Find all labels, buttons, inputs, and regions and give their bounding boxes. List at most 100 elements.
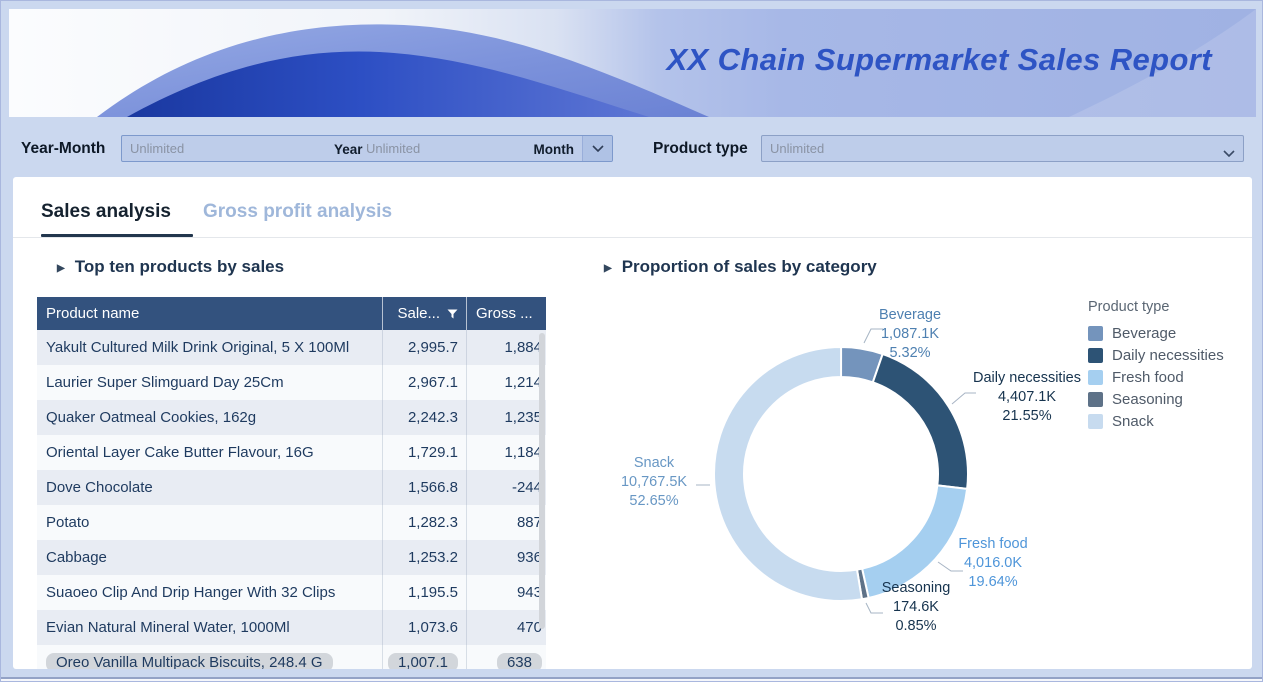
- slice-label-snack: Snack 10,767.5K 52.65%: [621, 455, 687, 509]
- table-cell: 1,884: [466, 330, 546, 365]
- table-cell: Quaker Oatmeal Cookies, 162g: [46, 409, 257, 426]
- legend-item-seasoning[interactable]: Seasoning: [1088, 391, 1224, 408]
- table-cell: 1,282.3: [382, 505, 466, 540]
- product-type-input[interactable]: [764, 136, 1194, 161]
- page-title: XX Chain Supermarket Sales Report: [666, 42, 1212, 77]
- year-input[interactable]: [124, 136, 324, 161]
- table-cell: 1,007.1: [382, 645, 466, 669]
- table-cell: 638: [466, 645, 546, 669]
- donut-labels: Beverage 1,087.1K 5.32% Daily necessities 4,…: [621, 307, 1081, 634]
- table-row[interactable]: Yakult Cultured Milk Drink Original, 5 X…: [37, 330, 546, 365]
- filter-funnel-icon[interactable]: [447, 309, 458, 319]
- legend-swatch: [1088, 348, 1103, 363]
- table-cell: 887: [466, 505, 546, 540]
- table-cell: 1,566.8: [382, 470, 466, 505]
- year-month-dropdown-button[interactable]: [582, 136, 612, 161]
- tab-sales-analysis[interactable]: Sales analysis: [41, 201, 171, 222]
- table-cell: -244: [466, 470, 546, 505]
- legend-swatch: [1088, 370, 1103, 385]
- year-month-label: Year-Month: [21, 140, 106, 157]
- table-cell: Potato: [46, 514, 90, 531]
- tab-gross-profit-analysis[interactable]: Gross profit analysis: [203, 201, 393, 222]
- legend-item-beverage[interactable]: Beverage: [1088, 325, 1224, 342]
- section-collapse-icon[interactable]: ▶: [57, 263, 65, 274]
- donut-slices: [713, 345, 969, 602]
- legend-swatch: [1088, 326, 1103, 341]
- legend-title: Product type: [1088, 299, 1170, 315]
- month-suffix-label: Month: [533, 142, 574, 157]
- main-panel: Sales analysis Gross profit analysis ▶ To…: [13, 177, 1252, 669]
- table-row[interactable]: Oreo Vanilla Multipack Biscuits, 248.4 G…: [37, 645, 546, 669]
- donut-leaders: [696, 328, 976, 614]
- column-header-sales: Sale...: [382, 297, 466, 330]
- table-cell: 1,253.2: [382, 540, 466, 575]
- table-cell: 1,184: [466, 435, 546, 470]
- legend-swatch: [1088, 392, 1103, 407]
- table-row[interactable]: Oriental Layer Cake Butter Flavour, 16G 1…: [37, 435, 546, 470]
- product-type-select[interactable]: [761, 135, 1244, 162]
- left-section-title: ▶ Top ten products by sales: [57, 257, 284, 277]
- slice-label-fresh-food: Fresh food 4,016.0K 19.64%: [958, 536, 1027, 590]
- scrollbar-thumb[interactable]: [539, 333, 545, 629]
- table-row[interactable]: Dove Chocolate 1,566.8 -244: [37, 470, 546, 505]
- table-cell: Cabbage: [46, 549, 107, 566]
- table-row[interactable]: Potato 1,282.3 887: [37, 505, 546, 540]
- column-header-gross: Gross ...: [466, 297, 546, 330]
- table-row[interactable]: Suaoeo Clip And Drip Hanger With 32 Clip…: [37, 575, 546, 610]
- right-section-title: ▶ Proportion of sales by category: [604, 257, 877, 277]
- table-cell: 936: [466, 540, 546, 575]
- legend-item-daily-necessities[interactable]: Daily necessities: [1088, 347, 1224, 364]
- table-cell: 1,195.5: [382, 575, 466, 610]
- table-cell: 1,073.6: [382, 610, 466, 645]
- left-section-title-text: Top ten products by sales: [74, 257, 285, 276]
- active-tab-underline: [41, 234, 193, 237]
- window-bottom-edge: [1, 677, 1262, 679]
- table-row[interactable]: Quaker Oatmeal Cookies, 162g 2,242.3 1,235: [37, 400, 546, 435]
- label-leader-line: [951, 392, 976, 405]
- table-cell: Oreo Vanilla Multipack Biscuits, 248.4 G: [37, 645, 382, 669]
- table-cell: Dove Chocolate: [46, 479, 153, 496]
- legend-label: Beverage: [1112, 325, 1177, 342]
- table-cell: 1,214: [466, 365, 546, 400]
- legend-label: Daily necessities: [1112, 347, 1224, 364]
- chart-legend: Product type Beverage Daily necessities Fr…: [1088, 299, 1224, 436]
- month-input[interactable]: [360, 136, 560, 161]
- table-row[interactable]: Evian Natural Mineral Water, 1000Ml 1,073…: [37, 610, 546, 645]
- table-cell: Evian Natural Mineral Water, 1000Ml: [46, 619, 290, 636]
- table-row[interactable]: Cabbage 1,253.2 936: [37, 540, 546, 575]
- table-cell: Laurier Super Slimguard Day 25Cm: [46, 374, 284, 391]
- table-body: Yakult Cultured Milk Drink Original, 5 X…: [37, 330, 546, 669]
- legend-items: Beverage Daily necessities Fresh food Seaso…: [1088, 325, 1224, 430]
- table-cell: 2,995.7: [382, 330, 466, 365]
- year-month-picker[interactable]: Year Month: [121, 135, 613, 162]
- table-cell: 1,235: [466, 400, 546, 435]
- filter-bar: Year-Month Year Month Product type: [1, 117, 1262, 177]
- column-header-product-name: Product name: [46, 305, 140, 322]
- table-cell: 2,242.3: [382, 400, 466, 435]
- chevron-down-icon: [1223, 150, 1235, 158]
- legend-item-fresh-food[interactable]: Fresh food: [1088, 369, 1224, 386]
- table-cell: Suaoeo Clip And Drip Hanger With 32 Clip…: [46, 584, 336, 601]
- table-cell: 470: [466, 610, 546, 645]
- product-type-dropdown-button[interactable]: [1223, 144, 1235, 162]
- legend-item-snack[interactable]: Snack: [1088, 413, 1224, 430]
- table-row[interactable]: Laurier Super Slimguard Day 25Cm 2,967.1 1…: [37, 365, 546, 400]
- table-cell: Yakult Cultured Milk Drink Original, 5 X…: [46, 339, 350, 356]
- top-products-table: Product name Sale... Gross ... Yakult Cu…: [37, 297, 546, 669]
- window-bottom-highlight: [1, 679, 1262, 681]
- product-type-label: Product type: [653, 140, 748, 157]
- table-header-row: Product name Sale... Gross ...: [37, 297, 546, 330]
- column-header-sales-text: Sale...: [397, 305, 440, 322]
- legend-swatch: [1088, 414, 1103, 429]
- table-cell: 2,967.1: [382, 365, 466, 400]
- pie-slice-snack[interactable]: [713, 345, 864, 602]
- donut-chart: Beverage 1,087.1K 5.32% Daily necessities 4,…: [621, 307, 1081, 634]
- section-collapse-icon[interactable]: ▶: [604, 263, 612, 274]
- label-leader-line: [937, 561, 963, 572]
- label-leader-line: [865, 602, 883, 614]
- legend-label: Snack: [1112, 413, 1154, 430]
- table-cell: Oriental Layer Cake Butter Flavour, 16G: [46, 444, 314, 461]
- table-vertical-scrollbar[interactable]: [539, 333, 546, 663]
- pie-slice-daily-necessities[interactable]: [871, 352, 969, 490]
